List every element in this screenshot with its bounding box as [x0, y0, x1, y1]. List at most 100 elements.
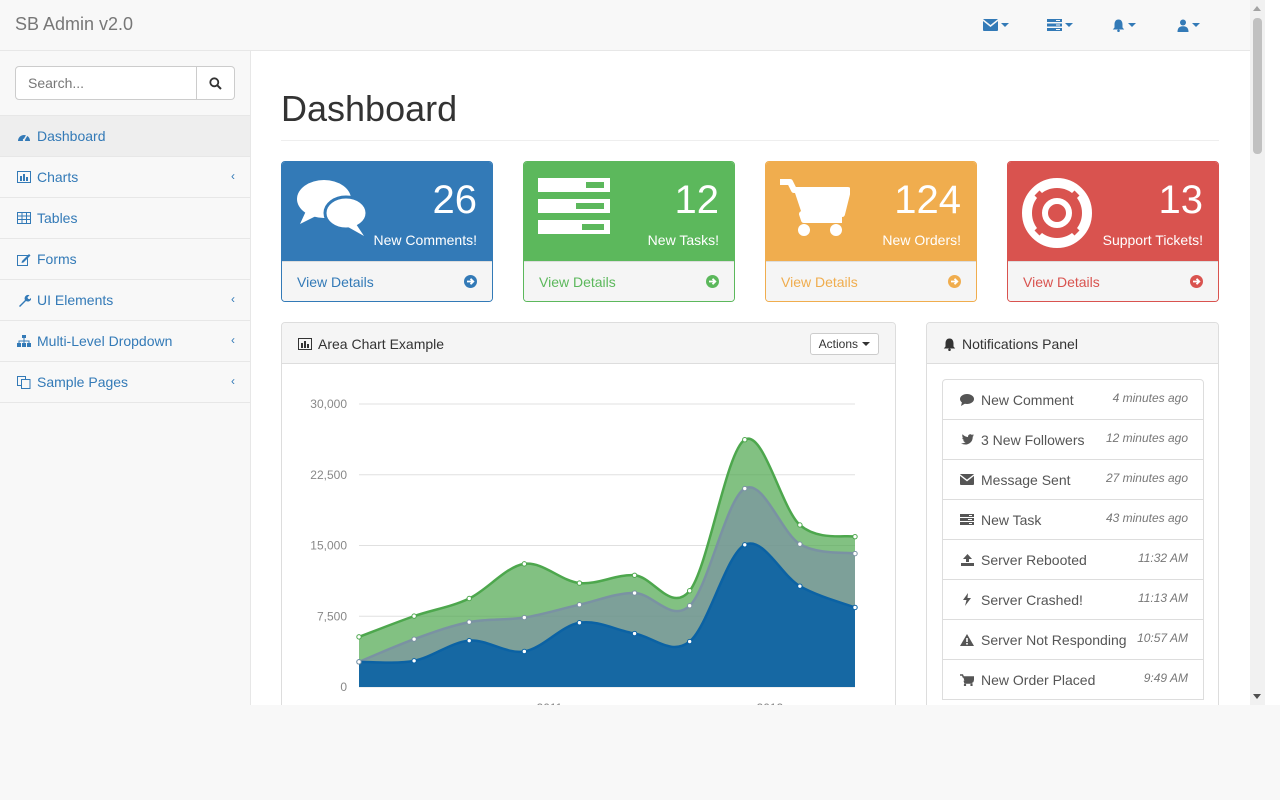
page-scrollbar[interactable] [1250, 0, 1265, 705]
bell-icon [943, 338, 956, 351]
actions-label: Actions [818, 337, 858, 351]
sidebar-item-dashboard[interactable]: Dashboard [0, 116, 250, 157]
data-point [852, 604, 858, 611]
chart-panel-title: Area Chart Example [298, 336, 444, 352]
brand-link[interactable]: SB Admin v2.0 [15, 14, 134, 34]
notification-label: New Comment [981, 391, 1074, 408]
search-button[interactable] [197, 66, 235, 100]
page-title: Dashboard [281, 88, 458, 129]
notification-label: New Order Placed [981, 671, 1096, 688]
user-icon [1177, 19, 1188, 32]
chevron-down-icon [1001, 23, 1009, 27]
shopping-cart-icon [780, 179, 850, 236]
sidebar-item-tables[interactable]: Tables [0, 198, 250, 239]
data-point [521, 561, 528, 567]
sidebar: Dashboard Charts ‹ Tables Forms UI Eleme… [0, 51, 251, 705]
chevron-down-icon [1065, 23, 1073, 27]
sidebar-item-label: Charts [37, 169, 79, 185]
view-details-link[interactable]: View Details [524, 261, 734, 301]
notification-item[interactable]: Message Sent 27 minutes ago [942, 459, 1204, 500]
envelope-icon [983, 19, 998, 31]
y-tick-label: 15,000 [310, 539, 347, 553]
orders-card: 124 New Orders! View Details [765, 161, 977, 302]
data-point [411, 636, 417, 642]
sidebar-item-label: Forms [37, 251, 77, 267]
arrow-circle-right-icon [464, 275, 477, 288]
notification-item[interactable]: Server Not Responding 10:57 AM [942, 619, 1204, 660]
view-details-label: View Details [781, 273, 858, 290]
data-point [466, 619, 472, 625]
user-dropdown[interactable] [1156, 0, 1220, 50]
notification-item[interactable]: New Comment 4 minutes ago [942, 379, 1204, 420]
notification-label: New Task [981, 511, 1042, 528]
notification-label: Server Not Responding [981, 631, 1127, 648]
notification-item[interactable]: 3 New Followers 12 minutes ago [942, 419, 1204, 460]
y-tick-label: 7,500 [317, 609, 347, 623]
data-point [521, 614, 528, 621]
x-tick-label: 2011 [537, 701, 563, 705]
top-navbar: SB Admin v2.0 [0, 0, 1250, 51]
orders-label: New Orders! [882, 232, 961, 248]
alerts-dropdown[interactable] [1092, 0, 1156, 50]
notifications-title-text: Notifications Panel [962, 336, 1078, 352]
data-point [466, 637, 472, 644]
data-point [576, 580, 583, 586]
notifications-panel: Notifications Panel New Comment 4 minute… [926, 322, 1219, 705]
data-point [797, 541, 803, 547]
chart-panel-title-text: Area Chart Example [318, 336, 445, 352]
comment-icon [960, 393, 974, 407]
bar-chart-icon [17, 170, 31, 184]
tasks-card: 12 New Tasks! View Details [523, 161, 735, 302]
arrow-circle-right-icon [706, 275, 719, 288]
view-details-link[interactable]: View Details [1008, 261, 1218, 301]
bolt-icon [960, 593, 974, 607]
bell-icon [1112, 19, 1125, 32]
notification-label: 3 New Followers [981, 431, 1085, 448]
browser-viewport: SB Admin v2.0 [0, 0, 1265, 705]
data-point [411, 613, 417, 619]
area-chart-panel: Area Chart Example Actions 0 7,500 15,000 2… [281, 322, 896, 705]
notification-time: 10:57 AM [1137, 631, 1188, 645]
actions-dropdown-button[interactable]: Actions [809, 333, 879, 355]
data-point [742, 485, 748, 492]
comments-card: 26 New Comments! View Details [281, 161, 493, 302]
arrow-circle-right-icon [948, 275, 961, 288]
sidebar-item-label: Dashboard [37, 128, 106, 144]
scroll-down-arrow-icon[interactable] [1253, 694, 1261, 699]
data-point [631, 590, 638, 596]
tasks-icon [538, 178, 610, 234]
divider [281, 140, 1219, 141]
tasks-dropdown[interactable] [1028, 0, 1092, 50]
data-point [686, 588, 693, 594]
scroll-up-arrow-icon[interactable] [1253, 6, 1261, 11]
notification-item[interactable]: New Task 43 minutes ago [942, 499, 1204, 540]
sidebar-item-forms[interactable]: Forms [0, 239, 250, 280]
sidebar-item-ui-elements[interactable]: UI Elements ‹ [0, 280, 250, 321]
area-chart: 0 7,500 15,000 22,500 30,000 2011 2012 [310, 397, 858, 705]
data-point [466, 595, 472, 602]
view-details-link[interactable]: View Details [282, 261, 492, 301]
notification-item[interactable]: Server Rebooted 11:32 AM [942, 539, 1204, 580]
files-icon [17, 375, 31, 389]
sidebar-item-label: Multi-Level Dropdown [37, 333, 173, 349]
sidebar-item-sample-pages[interactable]: Sample Pages ‹ [0, 362, 250, 403]
notification-item[interactable]: New Order Placed 9:49 AM [942, 659, 1204, 700]
twitter-icon [960, 433, 974, 447]
notification-time: 11:32 AM [1137, 551, 1188, 565]
view-details-link[interactable]: View Details [766, 261, 976, 301]
search-icon [209, 76, 222, 90]
search-input[interactable] [15, 66, 197, 100]
messages-dropdown[interactable] [964, 0, 1028, 50]
sidebar-item-charts[interactable]: Charts ‹ [0, 157, 250, 198]
comments-count: 26 [432, 178, 478, 222]
chevron-down-icon [1191, 23, 1200, 27]
tasks-label: New Tasks! [647, 232, 719, 248]
data-point [576, 602, 583, 608]
sidebar-item-label: Tables [37, 210, 78, 226]
chevron-left-icon: ‹ [231, 374, 235, 388]
sidebar-item-multi-level-dropdown[interactable]: Multi-Level Dropdown ‹ [0, 321, 250, 362]
scrollbar-thumb[interactable] [1253, 18, 1262, 154]
data-point [631, 630, 638, 637]
data-point [631, 572, 638, 578]
notification-item[interactable]: Server Crashed! 11:13 AM [942, 579, 1204, 620]
